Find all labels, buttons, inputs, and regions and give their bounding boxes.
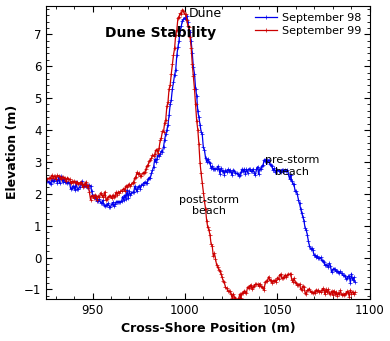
September 98 — [348, 281, 353, 285]
September 98 — [193, 87, 198, 91]
September 99 — [300, 284, 305, 288]
X-axis label: Cross-Shore Position (m): Cross-Shore Position (m) — [121, 323, 295, 336]
September 99 — [353, 290, 357, 294]
September 99 — [92, 196, 96, 200]
September 98 — [301, 219, 306, 223]
September 98 — [300, 211, 304, 215]
September 98 — [44, 178, 49, 182]
September 98 — [353, 280, 357, 284]
Text: post-storm
beach: post-storm beach — [179, 195, 239, 217]
Y-axis label: Elevation (m): Elevation (m) — [5, 105, 19, 199]
Legend: September 98, September 99: September 98, September 99 — [252, 11, 364, 38]
September 99 — [193, 102, 198, 106]
Text: pre-storm
beach: pre-storm beach — [265, 155, 319, 177]
September 98 — [221, 168, 225, 173]
September 99 — [44, 176, 49, 180]
September 98 — [92, 194, 96, 198]
Text: Dune: Dune — [189, 7, 222, 20]
September 98 — [235, 172, 240, 176]
September 98 — [184, 14, 189, 18]
September 99 — [236, 296, 241, 300]
September 99 — [180, 8, 185, 12]
Line: September 99: September 99 — [44, 8, 357, 303]
Text: Dune Stability: Dune Stability — [105, 26, 216, 40]
September 99 — [303, 291, 307, 295]
Line: September 98: September 98 — [44, 14, 357, 285]
September 99 — [234, 299, 239, 303]
September 99 — [221, 279, 225, 283]
